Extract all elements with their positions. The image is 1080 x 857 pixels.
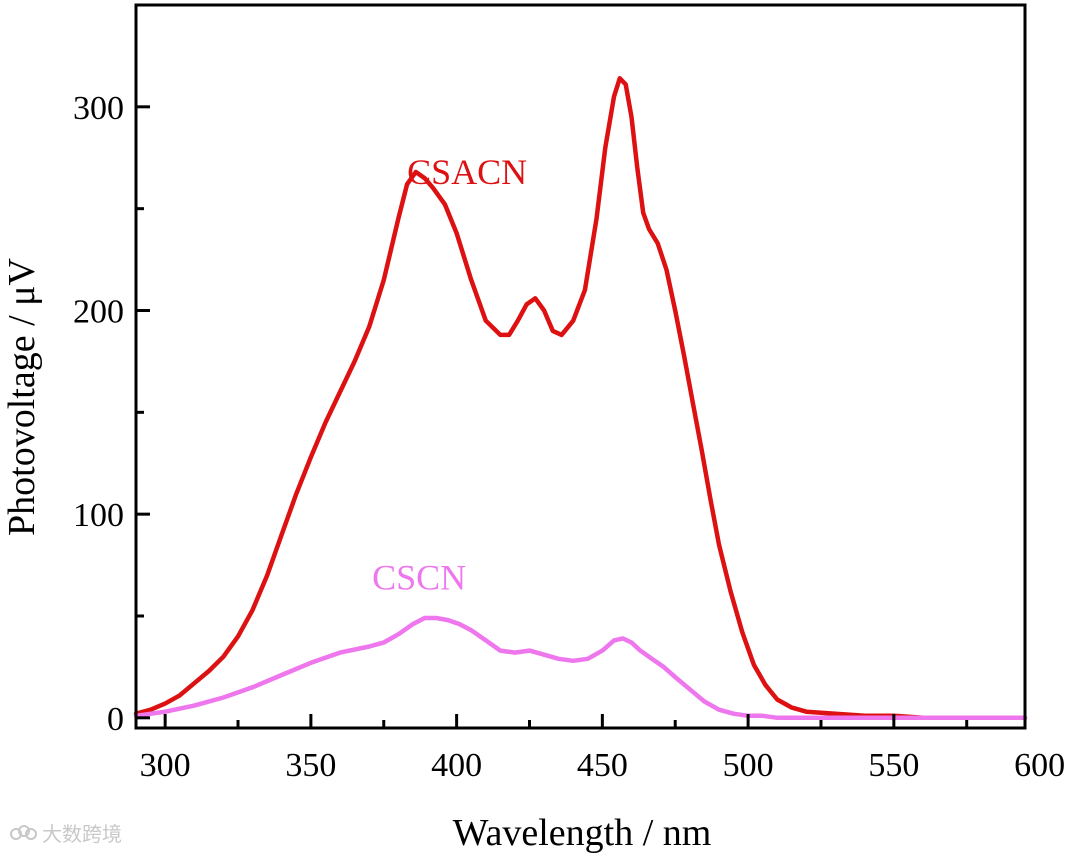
plot-frame [134, 3, 1027, 730]
x-tick-label: 550 [868, 747, 919, 784]
x-tick-label: 500 [723, 747, 774, 784]
x-axis-ticks: 300 350 400 450 500 550 600 [140, 714, 1065, 784]
x-axis-title: Wavelength / nm [453, 812, 712, 854]
y-tick-label: 100 [73, 497, 124, 534]
x-tick-label: 450 [577, 747, 628, 784]
series-line-cscn [133, 615, 1028, 721]
series-label-csacn: CSACN [407, 152, 527, 192]
x-tick-label: 300 [140, 747, 191, 784]
y-axis-ticks: 0 100 200 300 [73, 90, 150, 738]
series-label-cscn: CSCN [372, 558, 466, 598]
series-line-csacn [133, 76, 1028, 721]
series-layer: CSACN CSCN [133, 76, 1028, 721]
watermark: 大数跨境 [8, 818, 122, 847]
cloud-logo-icon [10, 824, 37, 840]
y-tick-label: 300 [73, 90, 124, 127]
y-tick-label: 0 [107, 701, 124, 738]
y-tick-label: 200 [73, 293, 124, 330]
x-tick-label: 400 [431, 747, 482, 784]
x-tick-label: 350 [285, 747, 336, 784]
y-axis-title: Photovoltage / μV [1, 257, 43, 535]
watermark-text: 大数跨境 [42, 822, 122, 846]
x-tick-label: 600 [1014, 747, 1065, 784]
